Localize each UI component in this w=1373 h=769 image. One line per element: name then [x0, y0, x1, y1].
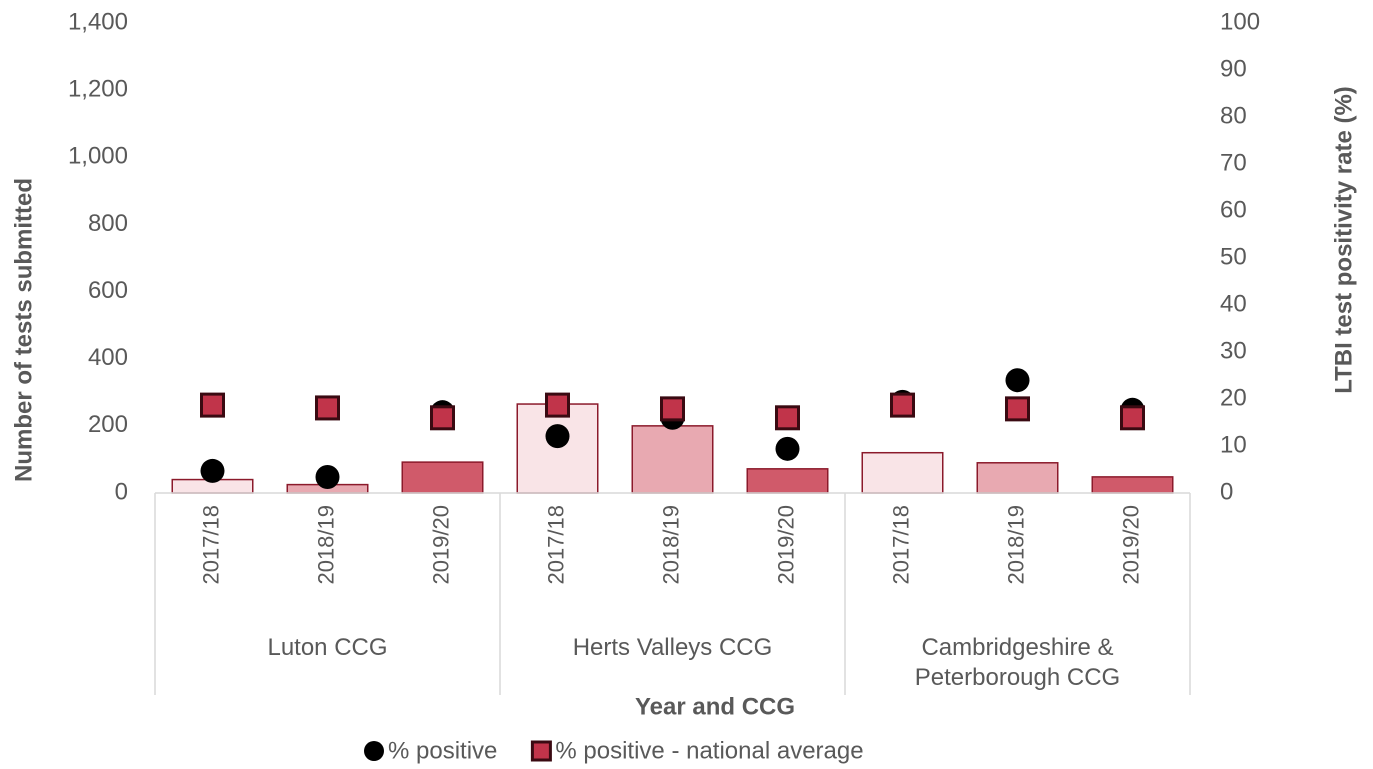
dot	[200, 458, 225, 483]
legend-label: % positive - national average	[555, 737, 863, 764]
y-tick-label: 600	[88, 277, 128, 304]
y2-tick-label: 80	[1220, 102, 1247, 129]
x-tick-label: 2019/20	[1118, 505, 1143, 585]
square-marker	[660, 396, 685, 422]
x-tick-label: 2018/19	[313, 505, 338, 585]
square-marker	[775, 405, 800, 431]
square-marker	[545, 392, 570, 418]
y2-tick-label: 90	[1220, 55, 1247, 82]
group-label: Herts Valleys CCG	[572, 634, 773, 661]
y2-tick-label: 60	[1220, 196, 1247, 223]
x-tick-label: 2019/20	[773, 505, 798, 585]
y-axis-title: Number of tests submitted	[10, 178, 37, 482]
legend-label: % positive	[388, 737, 497, 764]
bar	[1091, 476, 1174, 494]
bar	[516, 403, 599, 494]
y2-tick-label: 70	[1220, 149, 1247, 176]
square-marker	[890, 392, 915, 418]
dot	[315, 465, 340, 490]
dot	[1005, 368, 1030, 393]
y2-tick-label: 30	[1220, 337, 1247, 364]
legend-marker	[530, 740, 552, 762]
square-marker	[315, 395, 340, 421]
y-tick-label: 1,200	[68, 75, 128, 102]
bar	[976, 462, 1059, 494]
y2-tick-label: 100	[1220, 8, 1260, 35]
y-tick-label: 200	[88, 411, 128, 438]
group-label: Cambridgeshire & Peterborough CCG	[914, 634, 1121, 691]
y-tick-label: 800	[88, 210, 128, 237]
square-marker	[200, 392, 225, 418]
dot	[545, 424, 570, 449]
square-marker	[1120, 405, 1145, 431]
x-tick-label: 2017/18	[543, 505, 568, 585]
group-label: Luton CCG	[267, 634, 388, 661]
y-tick-label: 1,400	[68, 8, 128, 35]
y-tick-label: 1,000	[68, 143, 128, 170]
x-tick-label: 2019/20	[428, 505, 453, 585]
x-tick-label: 2018/19	[658, 505, 683, 585]
y2-tick-label: 0	[1220, 478, 1233, 505]
y2-tick-label: 10	[1220, 431, 1247, 458]
y2-tick-label: 50	[1220, 243, 1247, 270]
square-marker	[1005, 396, 1030, 422]
x-axis-title: Year and CCG	[635, 693, 795, 720]
y2-axis-title: LTBI test positivity rate (%)	[1330, 86, 1357, 394]
bar	[631, 425, 714, 494]
y2-tick-label: 40	[1220, 290, 1247, 317]
x-tick-label: 2017/18	[198, 505, 223, 585]
bar	[861, 451, 944, 494]
legend-marker	[364, 741, 384, 761]
x-tick-label: 2017/18	[888, 505, 913, 585]
bar	[401, 461, 484, 494]
y-tick-label: 0	[115, 478, 128, 505]
x-tick-label: 2018/19	[1003, 505, 1028, 585]
dot	[775, 436, 800, 461]
square-marker	[430, 405, 455, 431]
bar	[746, 468, 829, 494]
y2-tick-label: 20	[1220, 384, 1247, 411]
y-tick-label: 400	[88, 344, 128, 371]
